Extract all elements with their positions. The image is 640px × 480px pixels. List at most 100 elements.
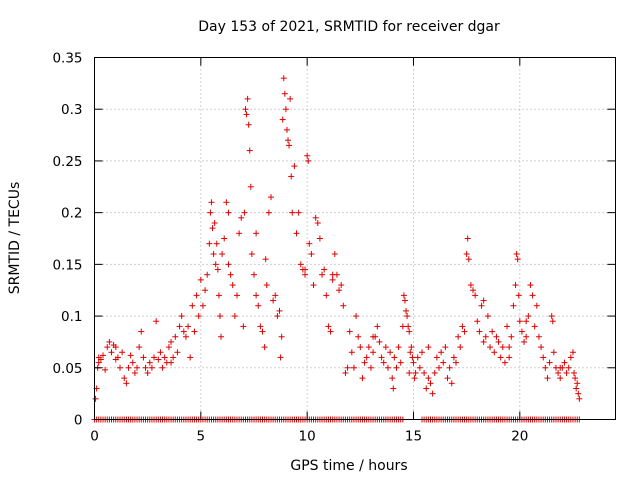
data-point bbox=[361, 359, 368, 366]
y-tick-label: 0.1 bbox=[61, 309, 82, 325]
data-point bbox=[314, 219, 321, 226]
data-point bbox=[161, 354, 168, 361]
data-point bbox=[555, 369, 562, 376]
data-point bbox=[242, 106, 249, 113]
data-point bbox=[172, 333, 179, 340]
data-point bbox=[204, 271, 211, 278]
data-point bbox=[406, 328, 413, 335]
data-point bbox=[319, 271, 326, 278]
y-tick-label: 0.3 bbox=[61, 102, 82, 118]
data-point bbox=[218, 333, 225, 340]
data-point bbox=[575, 390, 582, 397]
data-point bbox=[489, 328, 496, 335]
data-point bbox=[376, 338, 383, 345]
data-point bbox=[216, 313, 223, 320]
data-point bbox=[327, 328, 334, 335]
data-point bbox=[448, 380, 455, 387]
y-tick-label: 0.15 bbox=[52, 257, 82, 273]
data-point bbox=[478, 302, 485, 309]
data-point bbox=[540, 354, 547, 361]
data-point bbox=[282, 106, 289, 113]
data-point bbox=[231, 313, 238, 320]
data-point bbox=[395, 344, 402, 351]
data-point bbox=[506, 344, 513, 351]
data-point bbox=[506, 354, 513, 361]
data-point bbox=[370, 333, 377, 340]
y-axis-tick-labels: 0 0.05 0.1 0.15 0.2 0.25 0.3 0.35 bbox=[52, 51, 82, 429]
data-point bbox=[461, 328, 468, 335]
data-point bbox=[567, 354, 574, 361]
data-point bbox=[236, 230, 243, 237]
data-point bbox=[212, 261, 219, 268]
data-point bbox=[404, 313, 411, 320]
data-point bbox=[450, 354, 457, 361]
data-point bbox=[247, 183, 254, 190]
data-point bbox=[168, 338, 175, 345]
data-point bbox=[182, 333, 189, 340]
data-point bbox=[255, 302, 262, 309]
data-point bbox=[576, 395, 583, 402]
data-point bbox=[569, 349, 576, 356]
data-point bbox=[117, 364, 124, 371]
data-point bbox=[142, 364, 149, 371]
data-point bbox=[380, 359, 387, 366]
data-point bbox=[429, 390, 436, 397]
data-point bbox=[225, 209, 232, 216]
data-point bbox=[259, 328, 266, 335]
data-point bbox=[508, 333, 515, 340]
data-point bbox=[571, 369, 578, 376]
data-point bbox=[521, 338, 528, 345]
data-point bbox=[125, 364, 132, 371]
data-point bbox=[262, 256, 269, 263]
data-point bbox=[288, 173, 295, 180]
data-point bbox=[306, 240, 313, 247]
data-point bbox=[250, 271, 257, 278]
data-point bbox=[563, 369, 570, 376]
data-point bbox=[550, 349, 557, 356]
data-point bbox=[219, 251, 226, 258]
data-point bbox=[491, 349, 498, 356]
data-point bbox=[102, 366, 109, 373]
data-point bbox=[265, 209, 272, 216]
data-point bbox=[206, 240, 213, 247]
data-point bbox=[278, 333, 285, 340]
y-tick-label: 0.35 bbox=[52, 51, 82, 67]
data-point bbox=[463, 251, 470, 258]
data-point bbox=[393, 364, 400, 371]
data-point bbox=[215, 292, 222, 299]
data-point bbox=[270, 297, 277, 304]
data-point bbox=[513, 251, 520, 258]
data-point bbox=[195, 313, 202, 320]
data-point bbox=[112, 344, 119, 351]
data-point bbox=[129, 359, 136, 366]
data-point bbox=[331, 251, 338, 258]
data-point bbox=[187, 354, 194, 361]
data-point bbox=[134, 364, 141, 371]
data-point bbox=[243, 111, 250, 118]
x-axis-tick-labels: 0 5 10 15 20 bbox=[90, 429, 528, 445]
data-point bbox=[542, 364, 549, 371]
data-point bbox=[399, 323, 406, 330]
x-tick-label: 5 bbox=[197, 429, 206, 445]
x-tick-label: 10 bbox=[299, 429, 316, 445]
data-point bbox=[493, 333, 500, 340]
data-point bbox=[397, 359, 404, 366]
data-point bbox=[418, 349, 425, 356]
data-point bbox=[535, 333, 542, 340]
data-point bbox=[180, 328, 187, 335]
data-point bbox=[293, 230, 300, 237]
x-tick-label: 15 bbox=[405, 429, 422, 445]
data-point bbox=[557, 364, 564, 371]
data-point bbox=[474, 318, 481, 325]
data-point bbox=[285, 137, 292, 144]
data-point bbox=[170, 354, 177, 361]
data-point bbox=[176, 323, 183, 330]
data-point bbox=[525, 313, 532, 320]
y-tick-label: 0 bbox=[74, 413, 83, 429]
data-point bbox=[323, 292, 330, 299]
data-point bbox=[304, 152, 311, 159]
data-point bbox=[416, 364, 423, 371]
data-point bbox=[207, 209, 214, 216]
data-point bbox=[495, 338, 502, 345]
data-point bbox=[378, 354, 385, 361]
